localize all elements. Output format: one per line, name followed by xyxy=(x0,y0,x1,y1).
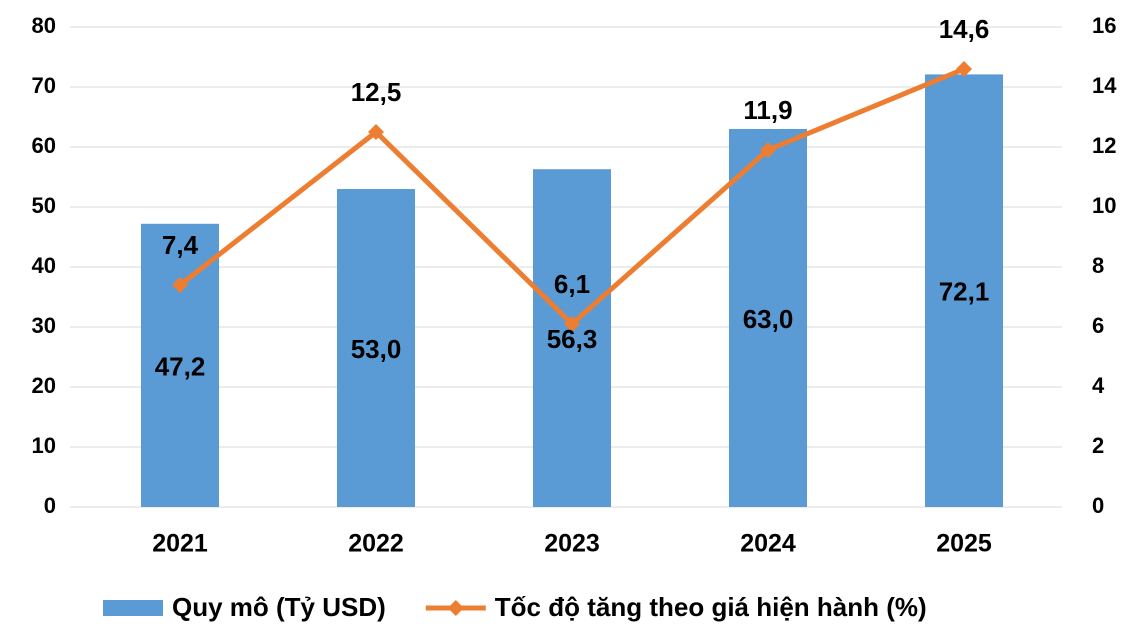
bar xyxy=(337,189,415,507)
y2-tick-label: 0 xyxy=(1092,493,1104,518)
bar-value-label: 63,0 xyxy=(743,304,794,334)
y2-tick-label: 8 xyxy=(1092,253,1104,278)
y2-tick-label: 12 xyxy=(1092,133,1116,158)
bar xyxy=(141,223,219,508)
x-tick-label: 2023 xyxy=(544,530,600,558)
bar xyxy=(533,169,611,507)
bar-value-label: 47,2 xyxy=(155,351,206,381)
bar-value-label: 56,3 xyxy=(547,324,598,354)
y-tick-label: 20 xyxy=(32,373,56,398)
line-marker xyxy=(368,124,384,140)
y2-tick-label: 2 xyxy=(1092,433,1104,458)
y-tick-label: 80 xyxy=(32,13,56,38)
x-tick-label: 2021 xyxy=(152,530,208,558)
y2-tick-label: 6 xyxy=(1092,313,1104,338)
legend-marker xyxy=(447,600,464,616)
line-marker xyxy=(956,61,972,77)
y2-tick-label: 4 xyxy=(1092,373,1105,398)
y-tick-label: 70 xyxy=(32,73,56,98)
line-marker xyxy=(564,316,580,332)
y-tick-label: 10 xyxy=(32,433,56,458)
y-tick-label: 60 xyxy=(32,133,56,158)
y2-tick-label: 14 xyxy=(1092,73,1117,98)
line-marker xyxy=(760,142,776,158)
x-tick-label: 2022 xyxy=(348,530,404,558)
y-tick-label: 50 xyxy=(32,193,56,218)
legend-swatch xyxy=(103,600,163,616)
bar-value-label: 53,0 xyxy=(351,334,402,364)
bar xyxy=(925,74,1003,508)
y2-tick-label: 10 xyxy=(1092,193,1116,218)
y2-tick-label: 16 xyxy=(1092,13,1116,38)
line-value-label: 6,1 xyxy=(554,269,590,299)
x-tick-label: 2024 xyxy=(740,530,796,558)
line-value-label: 12,5 xyxy=(351,77,402,107)
line-value-label: 7,4 xyxy=(162,230,199,260)
x-tick-label: 2025 xyxy=(936,530,992,558)
line-value-label: 11,9 xyxy=(743,95,792,125)
line-marker xyxy=(172,277,188,293)
legend-label: Quy mô (Tỷ USD) xyxy=(172,592,386,622)
y-tick-label: 30 xyxy=(32,313,56,338)
bar-value-label: 72,1 xyxy=(939,277,990,307)
y-tick-label: 40 xyxy=(32,253,56,278)
line-value-label: 14,6 xyxy=(939,14,990,44)
y-tick-label: 0 xyxy=(44,493,56,518)
bar xyxy=(729,129,807,507)
legend-label: Tốc độ tăng theo giá hiện hành (%) xyxy=(495,592,927,622)
